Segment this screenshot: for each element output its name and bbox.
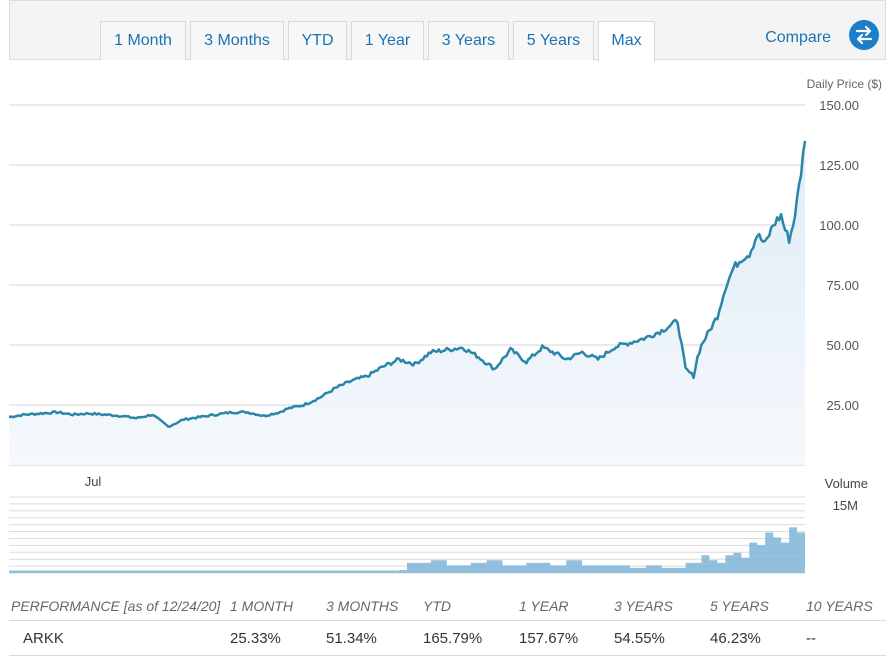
table-row: ARKK 25.33% 51.34% 165.79% 157.67% 54.55… bbox=[9, 620, 886, 656]
volume-grid bbox=[9, 496, 805, 574]
price-tick-label: 125.00 bbox=[819, 158, 859, 173]
perf-col-1-year: 1 YEAR bbox=[519, 598, 569, 614]
perf-value-10-years: -- bbox=[806, 630, 816, 647]
price-volume-chart: Daily Price ($) 150.00 125.00 100.00 75.00 5… bbox=[8, 77, 882, 574]
swap-arrows-icon[interactable] bbox=[849, 20, 879, 50]
price-tick-label: 50.00 bbox=[826, 338, 859, 353]
volume-tick-label: 15M bbox=[833, 498, 858, 513]
perf-value-1-month: 25.33% bbox=[230, 630, 281, 647]
perf-value-1-year: 157.67% bbox=[519, 630, 579, 647]
perf-col-3-months: 3 MONTHS bbox=[326, 598, 399, 614]
performance-header-row: PERFORMANCE [as of 12/24/20] 1 MONTH 3 M… bbox=[9, 590, 886, 620]
perf-col-title: PERFORMANCE [as of 12/24/20] bbox=[11, 598, 221, 614]
volume-series-bars bbox=[9, 507, 805, 573]
price-tick-label: 100.00 bbox=[819, 218, 859, 233]
tab-1-year[interactable]: 1 Year bbox=[351, 21, 424, 60]
price-tick-labels: 150.00 125.00 100.00 75.00 50.00 25.00 bbox=[819, 98, 859, 413]
x-tick-label-jul: Jul bbox=[85, 474, 102, 489]
perf-ticker: ARKK bbox=[23, 630, 64, 647]
tab-ytd[interactable]: YTD bbox=[288, 21, 347, 60]
price-axis-title: Daily Price ($) bbox=[807, 77, 882, 91]
compare-link[interactable]: Compare bbox=[765, 29, 831, 46]
price-tick-label: 150.00 bbox=[819, 98, 859, 113]
tab-3-months[interactable]: 3 Months bbox=[190, 21, 284, 60]
perf-col-ytd: YTD bbox=[423, 598, 451, 614]
perf-col-5-years: 5 YEARS bbox=[710, 598, 769, 614]
price-tick-label: 25.00 bbox=[826, 398, 859, 413]
tab-3-years[interactable]: 3 Years bbox=[428, 21, 509, 60]
perf-value-3-months: 51.34% bbox=[326, 630, 377, 647]
perf-col-1-month: 1 MONTH bbox=[230, 598, 293, 614]
perf-col-10-years: 10 YEARS bbox=[806, 598, 873, 614]
price-area-fill bbox=[9, 141, 805, 465]
performance-table: PERFORMANCE [as of 12/24/20] 1 MONTH 3 M… bbox=[9, 590, 886, 656]
perf-value-5-years: 46.23% bbox=[710, 630, 761, 647]
range-toolbar: 1 Month 3 Months YTD 1 Year 3 Years 5 Ye… bbox=[9, 0, 886, 62]
tab-1-month[interactable]: 1 Month bbox=[100, 21, 186, 60]
tab-max[interactable]: Max bbox=[598, 21, 655, 62]
tab-5-years[interactable]: 5 Years bbox=[513, 21, 594, 60]
range-tabs: 1 Month 3 Months YTD 1 Year 3 Years 5 Ye… bbox=[100, 21, 659, 62]
price-series-line bbox=[8, 140, 807, 428]
perf-value-3-years: 54.55% bbox=[614, 630, 665, 647]
price-tick-label: 75.00 bbox=[826, 278, 859, 293]
volume-axis-title: Volume bbox=[825, 476, 868, 491]
perf-col-3-years: 3 YEARS bbox=[614, 598, 673, 614]
perf-value-ytd: 165.79% bbox=[423, 630, 483, 647]
